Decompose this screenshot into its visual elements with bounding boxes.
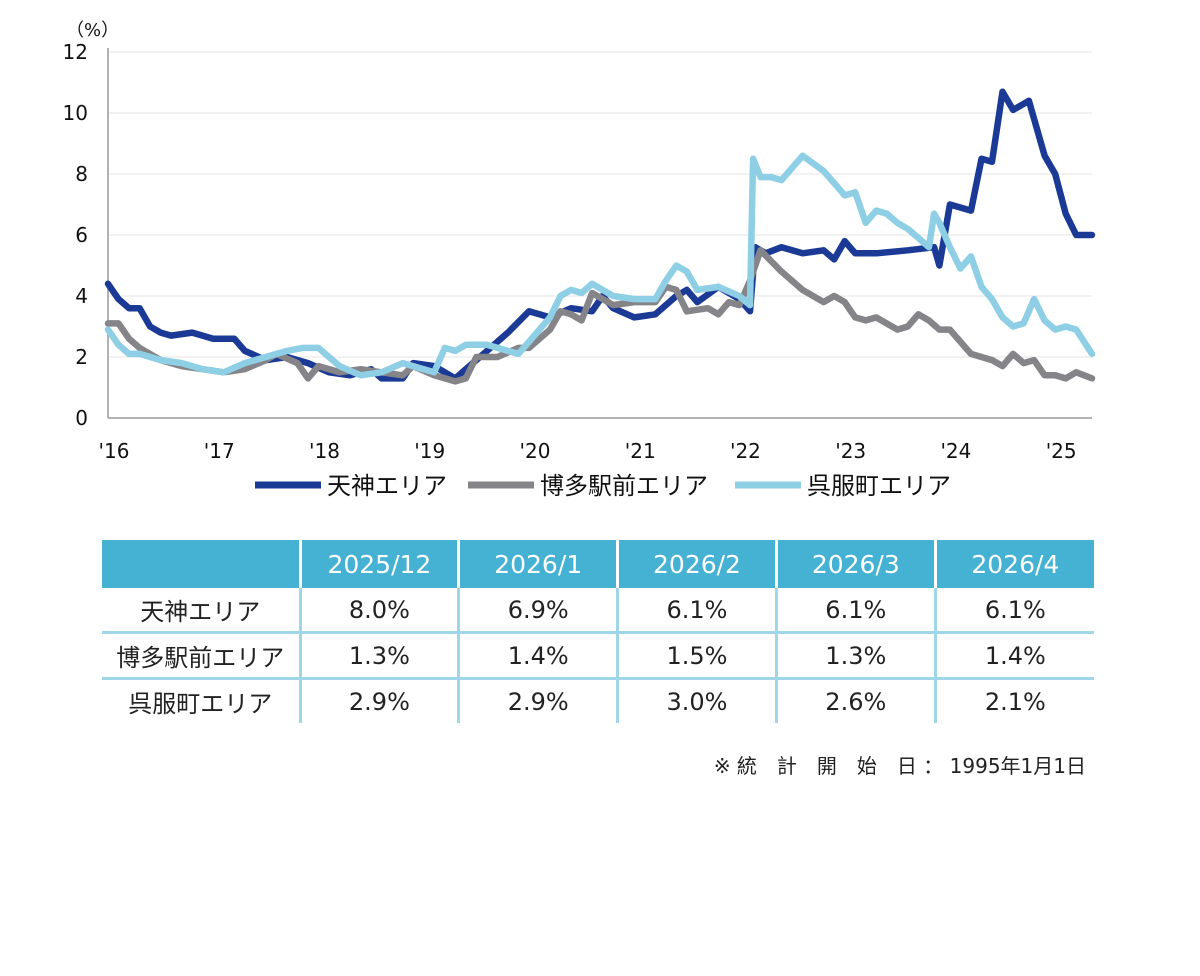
series-lines — [104, 88, 1096, 385]
table-cell: 3.0% — [616, 677, 777, 723]
table-cell: 6.1% — [616, 588, 777, 633]
table-header-row: 2025/12 2026/1 2026/2 2026/3 2026/4 — [102, 540, 1094, 588]
x-tick-label: '19 — [414, 439, 445, 463]
legend-label: 博多駅前エリア — [540, 472, 708, 500]
table-header-col: 2026/1 — [457, 540, 618, 588]
y-tick-label: 6 — [75, 223, 88, 247]
table-cell: 2.9% — [457, 677, 618, 723]
table-cell: 1.3% — [774, 631, 936, 679]
axes: 0 2 4 6 8 10 12 '16 '17 '18 '19 '20 '21 '22 '23 '24 '25 — [63, 40, 1092, 463]
x-tick-label: '23 — [835, 439, 866, 463]
table-cell: 6.9% — [457, 588, 618, 633]
table-header-col: 2025/12 — [298, 540, 459, 588]
y-tick-label: 10 — [63, 101, 88, 125]
table-cell: 2.6% — [774, 677, 936, 723]
table-cell: 1.4% — [457, 631, 618, 679]
x-tick-label: '21 — [625, 439, 656, 463]
x-tick-label: '24 — [940, 439, 971, 463]
y-tick-label: 4 — [75, 284, 88, 308]
y-unit-label: （%） — [66, 20, 119, 41]
table-cell: 1.5% — [616, 631, 777, 679]
table-header-col: 2026/4 — [933, 540, 1094, 588]
x-tick-label: '22 — [730, 439, 761, 463]
table-row: 呉服町エリア 2.9% 2.9% 3.0% 2.6% 2.1% — [102, 677, 1094, 723]
table-cell: 1.4% — [933, 631, 1094, 679]
table-cell: 6.1% — [933, 588, 1094, 633]
table-cell: 8.0% — [298, 588, 459, 633]
x-tick-label: '20 — [519, 439, 550, 463]
table-cell: 2.9% — [298, 677, 459, 723]
y-tick-label: 2 — [75, 345, 88, 369]
table-row: 天神エリア 8.0% 6.9% 6.1% 6.1% 6.1% — [102, 588, 1094, 633]
line-chart: （%） 0 2 4 6 8 10 12 '16 '17 '18 '19 '20 '21 '22 '23 '24… — [63, 20, 1096, 500]
table-cell: 1.3% — [298, 631, 459, 679]
x-tick-label: '17 — [204, 439, 235, 463]
y-tick-label: 8 — [75, 162, 88, 186]
table-row: 博多駅前エリア 1.3% 1.4% 1.5% 1.3% 1.4% — [102, 631, 1094, 679]
table-cell: 2.1% — [933, 677, 1094, 723]
y-tick-label: 12 — [63, 40, 88, 64]
legend: 天神エリア 博多駅前エリア 呉服町エリア — [255, 472, 951, 500]
statistics-start-note: ※ 統 計 開 始 日 ： 1995年1月1日 — [713, 754, 1086, 778]
row-label: 博多駅前エリア — [102, 631, 300, 679]
x-tick-label: '25 — [1046, 439, 1077, 463]
vacancy-rate-table: 2025/12 2026/1 2026/2 2026/3 2026/4 天神エリ… — [102, 540, 1094, 723]
legend-label: 天神エリア — [327, 472, 447, 500]
x-tick-label: '18 — [309, 439, 340, 463]
table-header-empty — [102, 540, 300, 588]
row-label: 天神エリア — [140, 598, 261, 626]
table-header-col: 2026/2 — [616, 540, 777, 588]
table-cell: 6.1% — [774, 588, 936, 633]
y-tick-label: 0 — [75, 406, 88, 430]
legend-label: 呉服町エリア — [807, 472, 951, 500]
table-header-col: 2026/3 — [774, 540, 936, 588]
grid-lines — [108, 51, 1092, 358]
series-line — [104, 152, 1096, 379]
x-tick-label: '16 — [99, 439, 130, 463]
row-label: 呉服町エリア — [102, 677, 300, 723]
series-line — [104, 88, 1096, 382]
